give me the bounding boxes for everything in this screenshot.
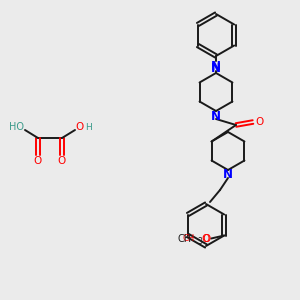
- Text: HO: HO: [8, 122, 23, 132]
- Text: N: N: [211, 110, 221, 122]
- Text: CH: CH: [177, 233, 191, 244]
- Text: O: O: [202, 233, 210, 244]
- Text: CH: CH: [183, 234, 195, 243]
- Text: O: O: [58, 156, 66, 166]
- Text: N: N: [223, 169, 233, 182]
- Text: O: O: [201, 233, 209, 244]
- Text: H: H: [85, 122, 92, 131]
- Text: O: O: [76, 122, 84, 132]
- Text: O: O: [255, 117, 263, 127]
- Text: N: N: [211, 59, 221, 73]
- Text: N: N: [211, 62, 221, 76]
- Text: 3: 3: [197, 238, 202, 247]
- Text: O: O: [34, 156, 42, 166]
